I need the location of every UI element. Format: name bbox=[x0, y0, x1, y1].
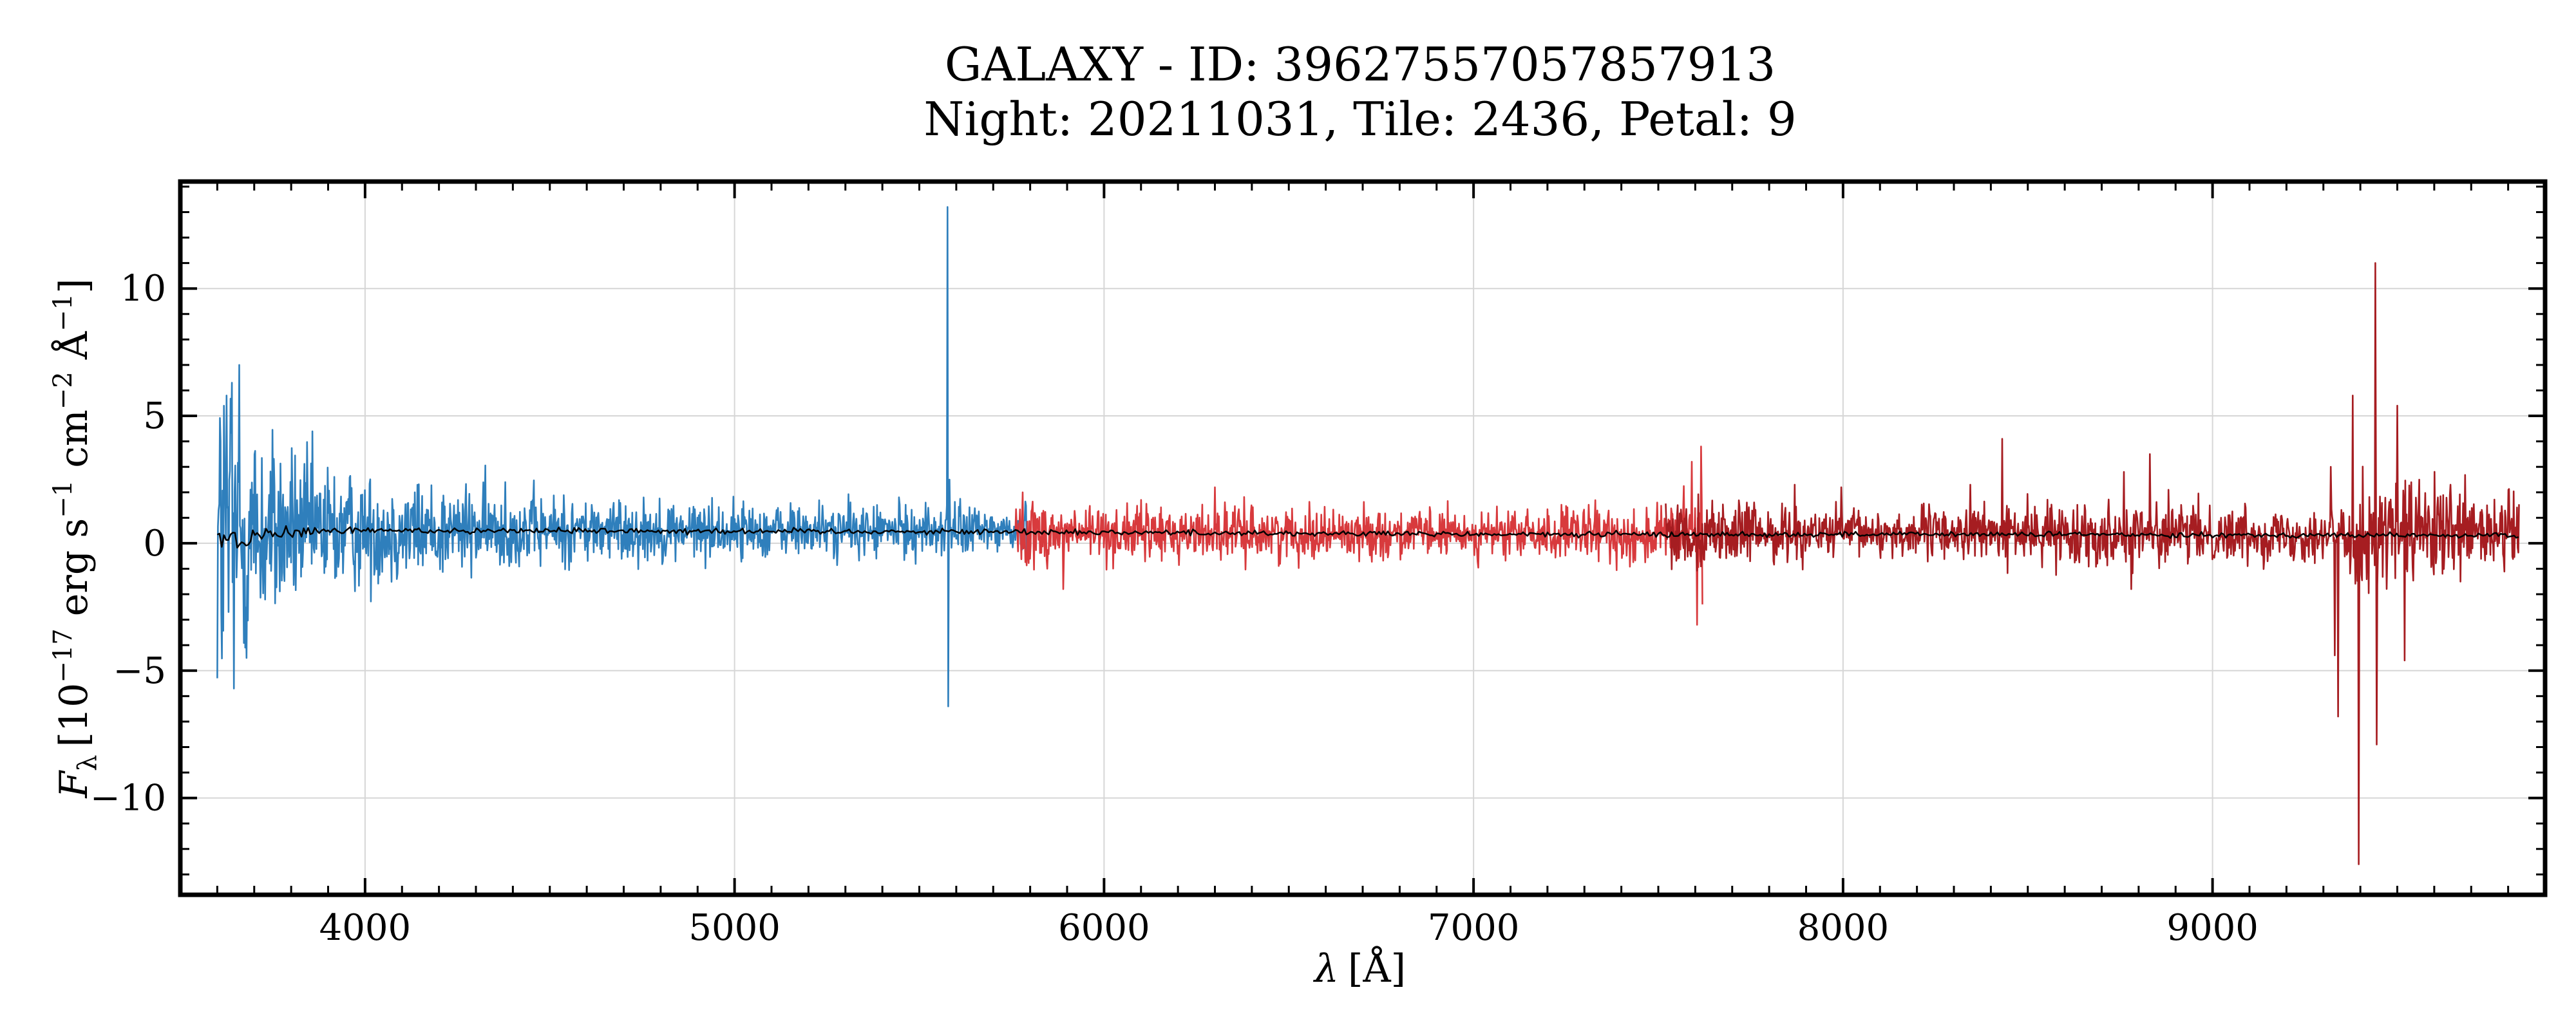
y-tick-label: −10 bbox=[90, 778, 166, 819]
y-axis-unit-angstrom: Å bbox=[51, 331, 97, 371]
x-tick-label: 6000 bbox=[1058, 907, 1150, 949]
spectrum-z-arm-line bbox=[1665, 262, 2520, 865]
x-tick-label: 5000 bbox=[688, 907, 781, 949]
y-axis-unit-s-exp: −1 bbox=[48, 480, 78, 518]
model-fit-line bbox=[216, 525, 2519, 549]
plot-frame bbox=[178, 179, 2548, 897]
y-axis-unit-erg: erg s bbox=[52, 518, 97, 629]
y-tick-label: 10 bbox=[120, 268, 166, 310]
y-axis-unit-cm: cm bbox=[52, 409, 97, 480]
x-tick-label: 4000 bbox=[319, 907, 412, 949]
y-axis-unit-angstrom-exp: −1 bbox=[48, 294, 78, 332]
x-axis-label: λ [Å] bbox=[1313, 946, 1406, 991]
x-axis-unit: [Å] bbox=[1348, 946, 1406, 991]
x-tick-label: 8000 bbox=[1797, 907, 1889, 949]
y-axis-unit-close: ] bbox=[52, 278, 97, 293]
y-axis-label: Fλ[10−17 erg s−1 cm−2 Å−1] bbox=[48, 278, 102, 798]
x-tick-label: 9000 bbox=[2166, 907, 2259, 949]
y-tick-label: −5 bbox=[113, 650, 166, 692]
y-tick-label: 0 bbox=[143, 523, 166, 565]
y-axis-unit-exp: −17 bbox=[48, 628, 78, 682]
chart-title: GALAXY - ID: 39627557057857913 bbox=[945, 37, 1776, 91]
x-tick-labels: 4000 5000 6000 7000 8000 9000 bbox=[319, 907, 2259, 949]
y-axis-unit-prefix: [10 bbox=[52, 683, 97, 747]
plot-area bbox=[216, 206, 2520, 865]
x-axis-symbol: λ bbox=[1313, 946, 1339, 991]
chart-subtitle: Night: 20211031, Tile: 2436, Petal: 9 bbox=[923, 92, 1796, 146]
y-axis-symbol: F bbox=[52, 770, 97, 799]
y-axis-symbol-sub: λ bbox=[73, 755, 102, 771]
y-axis-unit-cm-exp: −2 bbox=[48, 371, 78, 409]
y-tick-labels: −10 −5 0 5 10 bbox=[90, 268, 166, 819]
x-tick-label: 7000 bbox=[1428, 907, 1520, 949]
spectrum-b-arm-line bbox=[216, 206, 1031, 707]
y-tick-label: 5 bbox=[143, 395, 166, 437]
